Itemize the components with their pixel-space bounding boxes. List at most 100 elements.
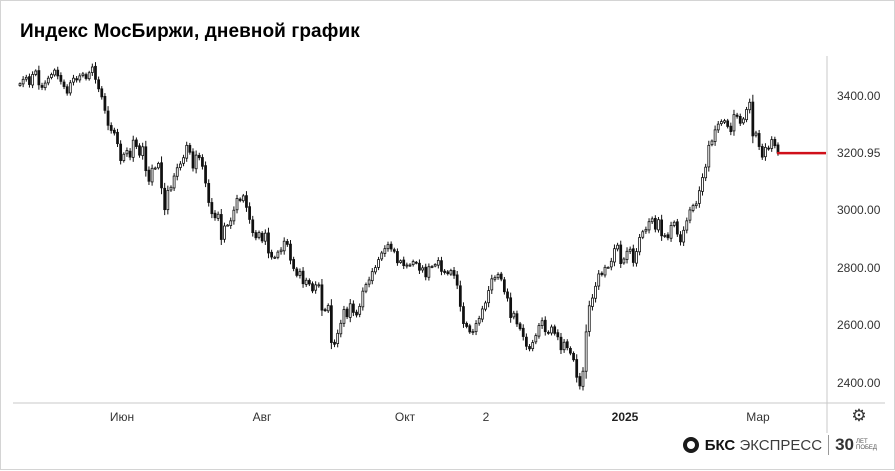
x-tick-label: Июн (110, 410, 134, 424)
candle-body (581, 370, 585, 387)
candle-body (40, 85, 44, 88)
candle-body (591, 297, 594, 307)
candle-body (619, 244, 623, 265)
candle-body (616, 244, 619, 250)
candle-body (182, 157, 185, 164)
candle-body (525, 336, 528, 347)
y-tick-label: 3000.00 (837, 203, 881, 217)
candle-body (421, 267, 424, 271)
candle-body (622, 258, 626, 264)
candle-body (672, 221, 676, 226)
candle-body (666, 234, 670, 239)
candle-body (68, 82, 72, 94)
candle-body (559, 336, 563, 351)
candle-body (396, 251, 399, 264)
candle-body (490, 278, 494, 291)
candle-body (726, 120, 730, 127)
candle-body (468, 325, 472, 333)
candle-body (465, 322, 468, 327)
candle-body (248, 206, 251, 220)
x-tick-label: Окт (395, 410, 416, 424)
candle-body (97, 79, 101, 90)
candle-body (496, 274, 500, 279)
x-tick-label-year: 2025 (612, 410, 639, 424)
candle-body (537, 325, 541, 337)
candle-body (679, 234, 682, 243)
candle-body (185, 144, 189, 159)
candle-body (480, 308, 484, 320)
candle-body (543, 319, 547, 333)
candle-body (320, 284, 324, 311)
candle-body (647, 221, 651, 231)
candle-body (502, 279, 506, 293)
candle-body (770, 139, 774, 149)
candle-body (323, 309, 327, 312)
candle-body (201, 157, 204, 167)
candle-body (609, 260, 613, 268)
candle-body (484, 302, 487, 310)
candle-body (521, 327, 525, 337)
candle-body (732, 114, 736, 132)
candle-body (147, 169, 151, 182)
candle-body (694, 203, 698, 207)
candle-body (175, 167, 179, 177)
candle-body (254, 232, 258, 239)
candle-body (660, 219, 664, 237)
candle-body (59, 75, 63, 82)
candle-body (380, 252, 384, 260)
candle-body (100, 88, 104, 98)
candle-body (427, 266, 431, 278)
candle-body (569, 347, 572, 354)
candle-body (361, 290, 365, 308)
candle-body (691, 205, 695, 211)
candle-body (169, 186, 173, 191)
candle-body (729, 125, 733, 132)
candle-body (119, 143, 123, 161)
candle-body (298, 271, 302, 276)
candle-body (314, 284, 318, 291)
candle-body (657, 219, 660, 231)
candle-body (374, 267, 377, 273)
candle-body (352, 303, 355, 313)
anniversary-badge: 30 ЛЕТ ПОБЕД (828, 435, 878, 455)
candle-body (653, 217, 657, 230)
candle-body (204, 165, 207, 184)
candle-body (528, 346, 531, 350)
candle-body (767, 147, 770, 150)
candle-body (141, 146, 145, 156)
candle-body (748, 101, 752, 111)
candle-body (333, 341, 336, 345)
candle-body (191, 151, 195, 169)
y-tick-label: 3400.00 (837, 89, 881, 103)
candle-body (34, 70, 38, 75)
candle-body (78, 75, 82, 81)
candle-body (638, 237, 641, 253)
candle-body (458, 285, 462, 307)
candle-body (383, 248, 387, 254)
candle-body (282, 240, 286, 252)
candle-body (628, 248, 632, 252)
candle-body (418, 262, 421, 271)
candle-body (311, 283, 314, 292)
candle-body (364, 284, 368, 292)
candle-body (157, 163, 160, 169)
candle-body (229, 220, 233, 226)
gear-icon[interactable]: ⚙ (851, 406, 867, 425)
candle-body (150, 167, 154, 183)
candle-body (575, 359, 579, 378)
chart-title: Индекс МосБиржи, дневной график (20, 21, 360, 42)
candle-body (572, 352, 575, 361)
candle-body (72, 77, 75, 83)
candle-body (163, 187, 167, 211)
candle-body (295, 268, 299, 276)
candle-body (210, 202, 214, 215)
candle-body (197, 154, 201, 159)
candle-body (345, 308, 349, 318)
candle-body (43, 82, 47, 89)
candle-body (597, 273, 601, 287)
candle-body (276, 251, 280, 258)
candle-body (342, 309, 346, 324)
candle-body (436, 260, 440, 266)
